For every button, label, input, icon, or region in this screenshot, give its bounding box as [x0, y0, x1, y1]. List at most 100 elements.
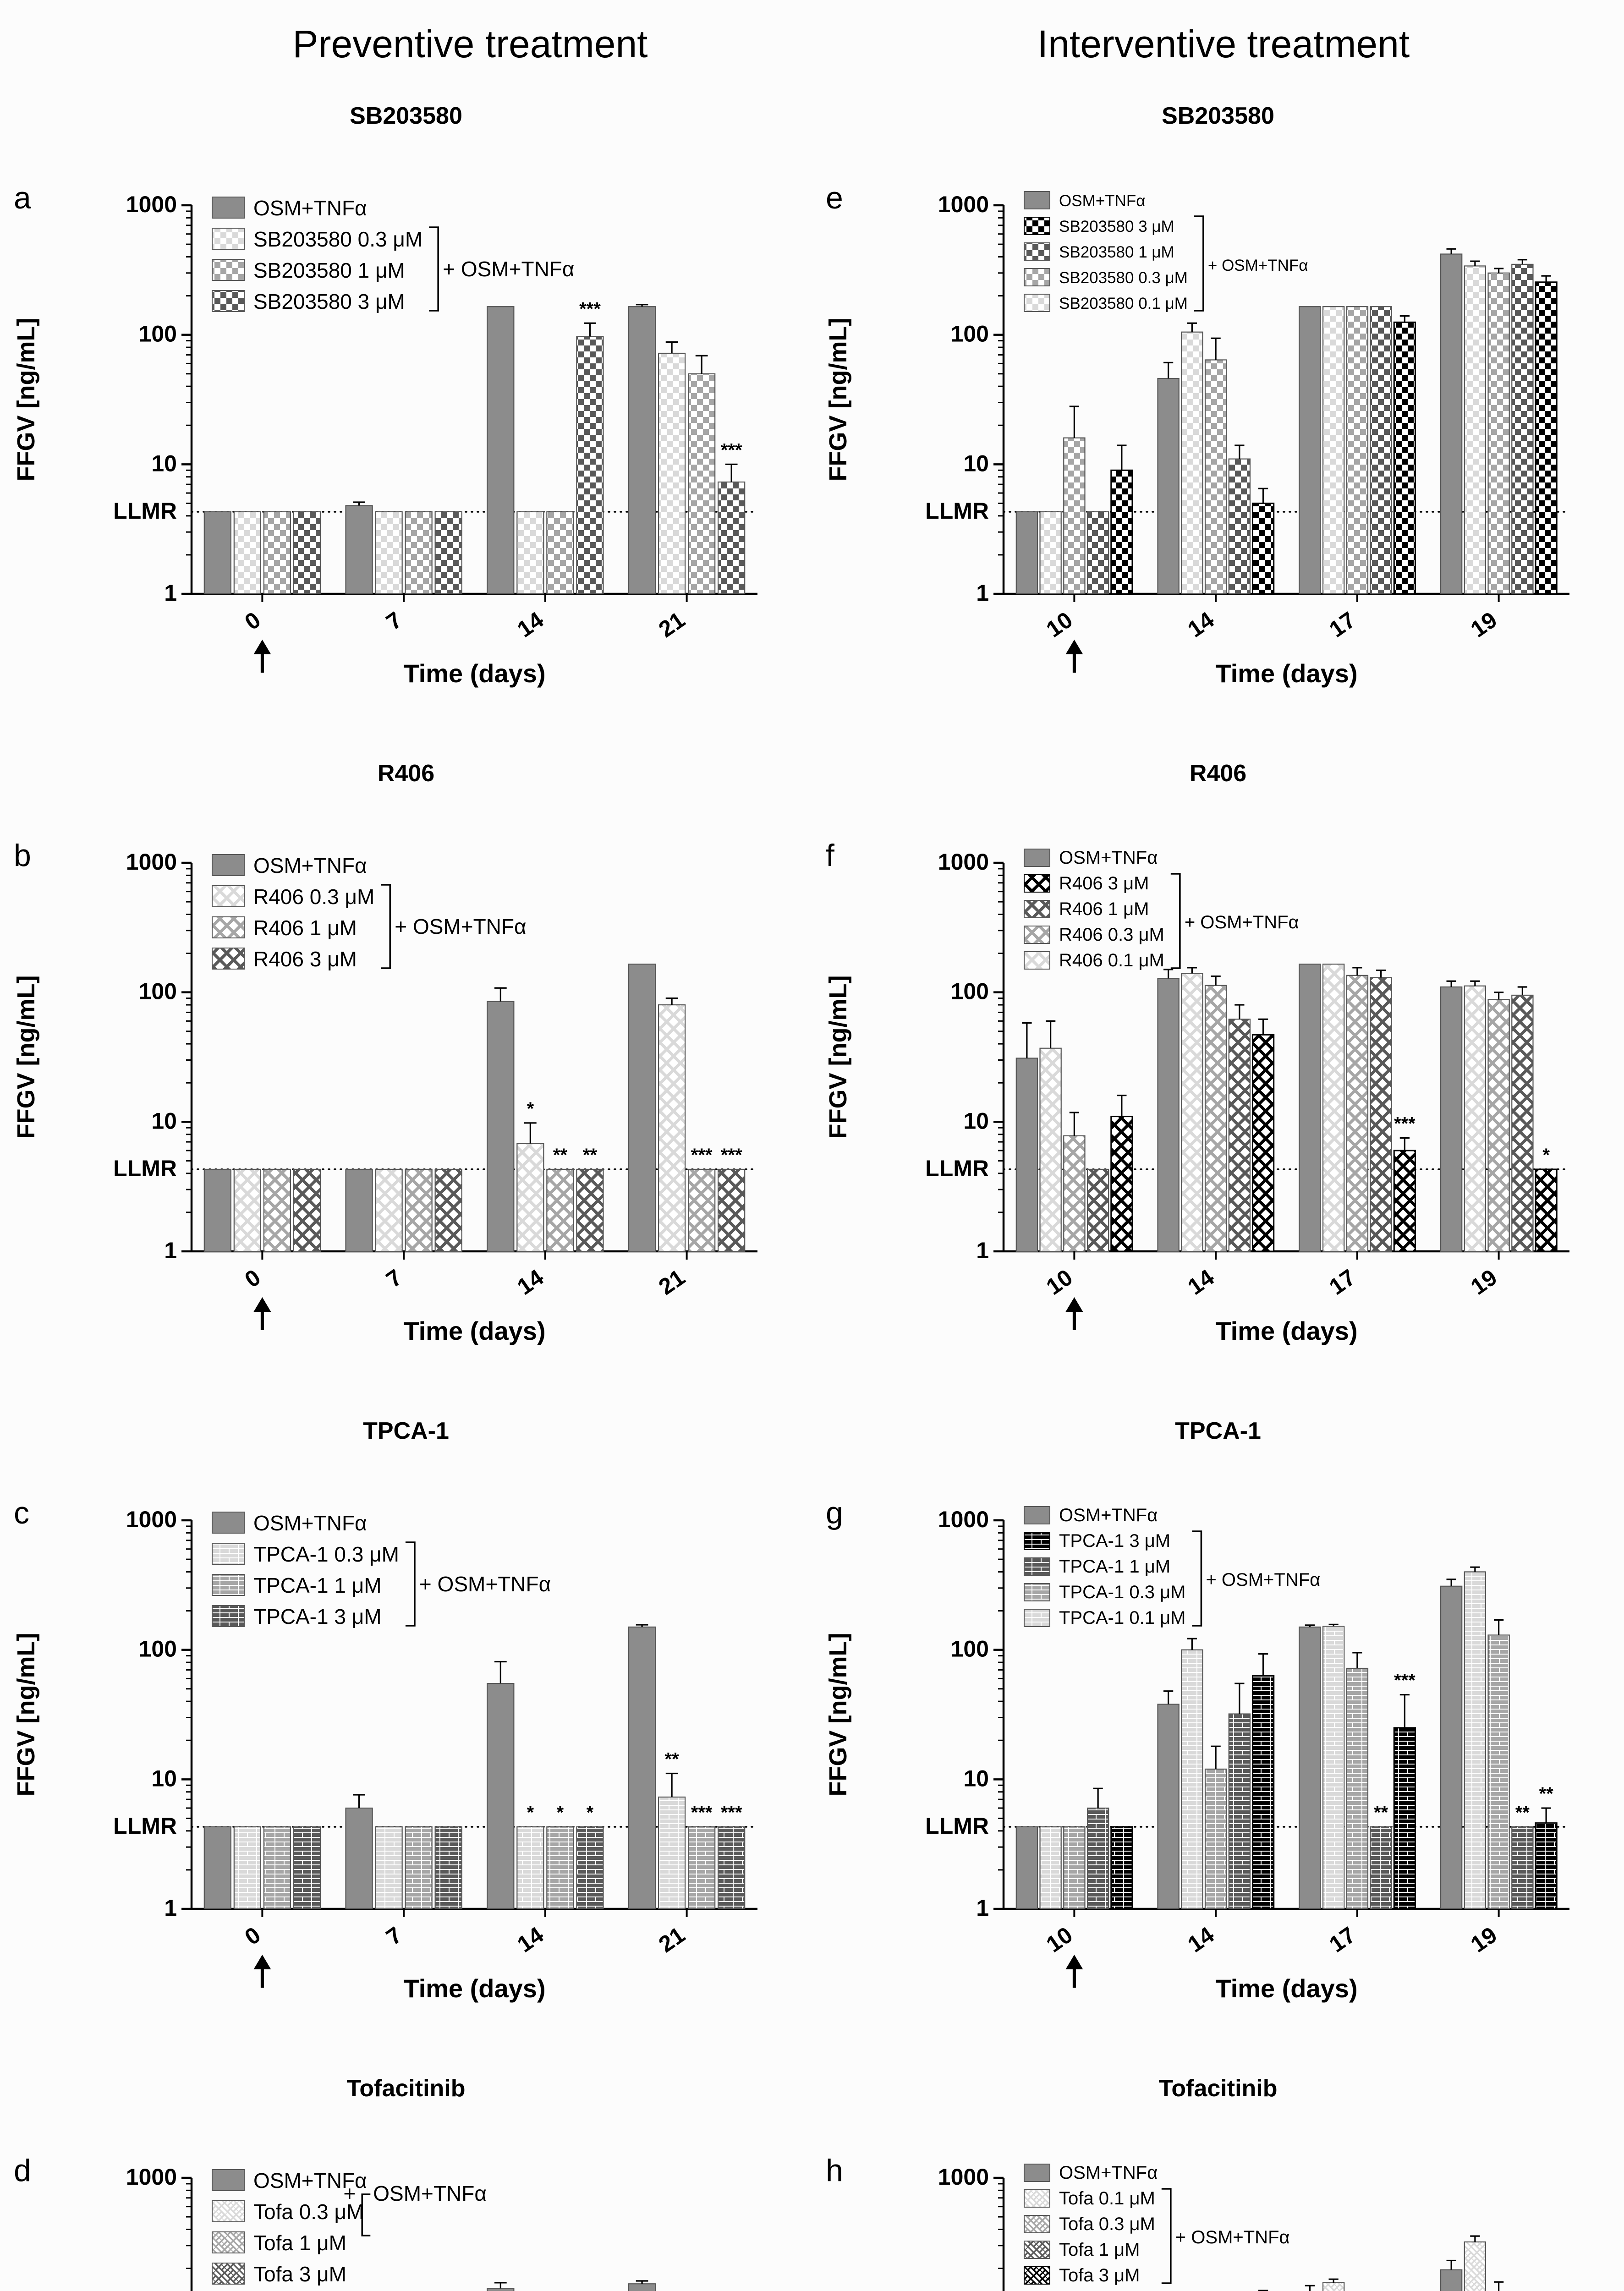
svg-text:OSM+TNFα: OSM+TNFα — [373, 2181, 487, 2205]
svg-text:Tofacitinib: Tofacitinib — [346, 2075, 465, 2102]
svg-text:R406 3 μM: R406 3 μM — [253, 947, 357, 971]
svg-text:f: f — [826, 838, 834, 873]
svg-text:d: d — [14, 2153, 31, 2188]
svg-text:SB203580 0.1 μM: SB203580 0.1 μM — [1059, 295, 1188, 312]
svg-text:Tofa 1 μM: Tofa 1 μM — [253, 2231, 346, 2255]
svg-text:FFGV [ng/mL]: FFGV [ng/mL] — [824, 1633, 852, 1797]
svg-text:TPCA-1 1 μM: TPCA-1 1 μM — [253, 1573, 382, 1597]
svg-text:h: h — [826, 2153, 843, 2188]
svg-text:19: 19 — [1466, 1922, 1502, 1957]
svg-text:14: 14 — [1183, 1264, 1219, 1300]
svg-text:e: e — [826, 181, 843, 215]
svg-text:SB203580 3 μM: SB203580 3 μM — [253, 290, 405, 313]
svg-text:***: *** — [721, 440, 742, 460]
svg-text:SB203580 1 μM: SB203580 1 μM — [253, 258, 405, 282]
svg-text:14: 14 — [1183, 1922, 1219, 1957]
svg-text:1: 1 — [976, 580, 989, 606]
svg-text:OSM+TNFα: OSM+TNFα — [1059, 1505, 1158, 1525]
svg-text:17: 17 — [1325, 1922, 1361, 1957]
svg-text:a: a — [14, 181, 31, 215]
svg-text:SB203580 0.3 μM: SB203580 0.3 μM — [1059, 269, 1188, 287]
svg-text:c: c — [14, 1496, 29, 1530]
svg-text:**: ** — [1515, 1803, 1530, 1823]
svg-text:OSM+TNFα: OSM+TNFα — [253, 854, 367, 877]
svg-text:21: 21 — [654, 1264, 690, 1300]
svg-text:+ OSM+TNFα: + OSM+TNFα — [395, 915, 526, 938]
svg-text:R406: R406 — [378, 760, 434, 787]
svg-text:**: ** — [553, 1145, 568, 1165]
svg-text:R406 1 μM: R406 1 μM — [253, 916, 357, 940]
svg-text:1: 1 — [164, 580, 177, 606]
svg-text:100: 100 — [951, 321, 989, 347]
svg-text:Tofa 0.3 μM: Tofa 0.3 μM — [1059, 2214, 1155, 2234]
svg-text:1000: 1000 — [938, 2164, 989, 2190]
svg-text:*: * — [587, 1803, 594, 1823]
svg-text:14: 14 — [513, 607, 549, 642]
svg-text:7: 7 — [382, 607, 407, 635]
svg-text:17: 17 — [1325, 1264, 1361, 1300]
svg-text:*: * — [1542, 1145, 1550, 1165]
svg-text:R406: R406 — [1190, 760, 1246, 787]
svg-text:0: 0 — [240, 1922, 265, 1950]
svg-text:+ OSM+TNFα: + OSM+TNFα — [419, 1572, 551, 1596]
svg-text:SB203580 0.3 μM: SB203580 0.3 μM — [253, 227, 422, 251]
svg-text:b: b — [14, 838, 31, 873]
svg-text:14: 14 — [513, 1922, 549, 1957]
svg-text:FFGV [ng/mL]: FFGV [ng/mL] — [12, 976, 40, 1139]
svg-text:1: 1 — [976, 1238, 989, 1263]
svg-text:1000: 1000 — [938, 192, 989, 217]
svg-text:100: 100 — [951, 979, 989, 1004]
svg-text:TPCA-1 0.3 μM: TPCA-1 0.3 μM — [253, 1542, 399, 1566]
svg-text:1000: 1000 — [126, 849, 177, 875]
svg-text:**: ** — [583, 1145, 598, 1165]
svg-text:SB203580: SB203580 — [350, 103, 462, 129]
svg-text:**: ** — [1539, 1784, 1554, 1804]
svg-text:Tofa 3 μM: Tofa 3 μM — [1059, 2265, 1140, 2286]
svg-text:1000: 1000 — [126, 2164, 177, 2190]
svg-text:***: *** — [691, 1145, 713, 1165]
svg-text:**: ** — [1374, 1803, 1388, 1823]
svg-text:FFGV [ng/mL]: FFGV [ng/mL] — [824, 318, 852, 482]
svg-text:TPCA-1 3 μM: TPCA-1 3 μM — [1059, 1531, 1170, 1551]
svg-text:10: 10 — [151, 1108, 177, 1134]
svg-text:1000: 1000 — [126, 192, 177, 217]
svg-text:OSM+TNFα: OSM+TNFα — [1059, 848, 1158, 868]
svg-text:19: 19 — [1466, 607, 1502, 642]
svg-text:10: 10 — [151, 1765, 177, 1791]
svg-text:100: 100 — [139, 321, 177, 347]
svg-text:**: ** — [665, 1749, 680, 1770]
svg-text:***: *** — [721, 1803, 742, 1823]
svg-text:R406 0.3 μM: R406 0.3 μM — [253, 885, 374, 909]
svg-text:OSM+TNFα: OSM+TNFα — [253, 1511, 367, 1535]
svg-text:19: 19 — [1466, 1264, 1502, 1300]
svg-text:***: *** — [1394, 1114, 1416, 1134]
svg-text:***: *** — [579, 299, 601, 319]
svg-text:17: 17 — [1325, 607, 1361, 642]
svg-text:R406 3 μM: R406 3 μM — [1059, 873, 1149, 893]
svg-text:TPCA-1: TPCA-1 — [363, 1418, 449, 1444]
svg-text:1000: 1000 — [126, 1507, 177, 1532]
svg-text:1000: 1000 — [938, 849, 989, 875]
svg-text:TPCA-1 3 μM: TPCA-1 3 μM — [253, 1605, 382, 1628]
svg-text:FFGV [ng/mL]: FFGV [ng/mL] — [12, 318, 40, 482]
svg-text:TPCA-1: TPCA-1 — [1175, 1418, 1261, 1444]
svg-text:14: 14 — [513, 1264, 549, 1300]
svg-text:1000: 1000 — [938, 1507, 989, 1532]
svg-text:+: + — [343, 2181, 356, 2205]
svg-text:*: * — [527, 1099, 534, 1119]
svg-text:OSM+TNFα: OSM+TNFα — [1059, 192, 1145, 210]
svg-text:***: *** — [721, 1145, 742, 1165]
svg-text:SB203580 1 μM: SB203580 1 μM — [1059, 243, 1174, 261]
svg-text:+ OSM+TNFα: + OSM+TNFα — [1206, 1570, 1320, 1590]
svg-text:g: g — [826, 1496, 843, 1530]
svg-text:Tofa 1 μM: Tofa 1 μM — [1059, 2240, 1140, 2260]
svg-text:10: 10 — [963, 1765, 989, 1791]
svg-text:Tofa 3 μM: Tofa 3 μM — [253, 2262, 346, 2286]
svg-text:LLMR: LLMR — [925, 1813, 989, 1839]
svg-text:*: * — [527, 1803, 534, 1823]
svg-text:FFGV [ng/mL]: FFGV [ng/mL] — [824, 976, 852, 1139]
svg-text:+ OSM+TNFα: + OSM+TNFα — [1208, 257, 1308, 274]
svg-text:***: *** — [1394, 1671, 1416, 1691]
svg-text:R406 0.1 μM: R406 0.1 μM — [1059, 950, 1164, 970]
svg-text:10: 10 — [151, 450, 177, 476]
